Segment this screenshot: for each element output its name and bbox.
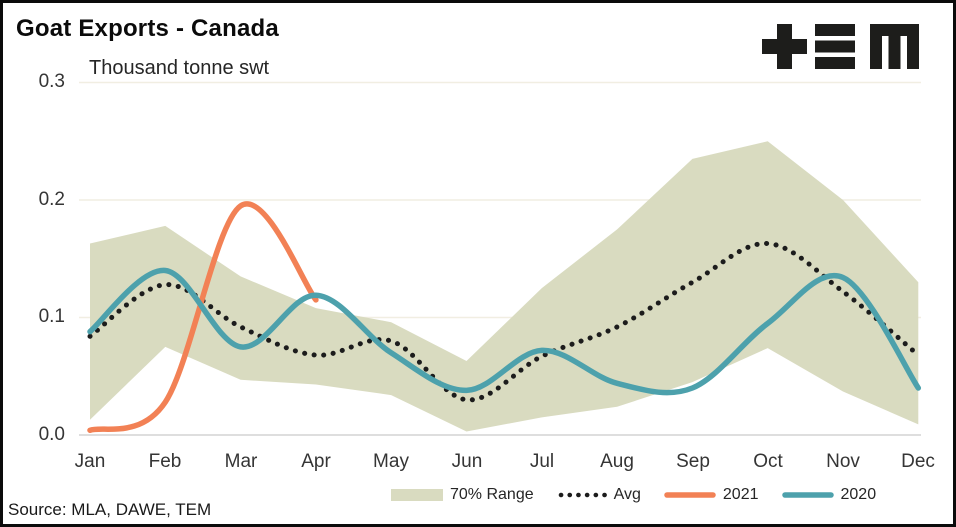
x-tick-jun: Jun xyxy=(451,451,483,472)
x-tick-dec: Dec xyxy=(901,451,935,472)
chart-legend: 70% Range Avg 2021 2020 xyxy=(391,486,876,504)
x-tick-may: May xyxy=(373,451,409,472)
y-tick-0.2: 0.2 xyxy=(38,189,65,210)
legend-label-2021: 2021 xyxy=(722,486,759,503)
x-tick-mar: Mar xyxy=(224,451,258,472)
x-tick-feb: Feb xyxy=(148,451,182,472)
legend-2020-sample xyxy=(781,492,834,498)
x-tick-jul: Jul xyxy=(529,451,555,472)
x-tick-apr: Apr xyxy=(301,451,331,472)
source-note: Source: MLA, DAWE, TEM xyxy=(8,500,212,519)
legend-label-avg: Avg xyxy=(613,486,641,503)
x-tick-sep: Sep xyxy=(676,451,710,472)
chart-canvas xyxy=(79,81,922,436)
y-tick-0.0: 0.0 xyxy=(38,424,65,445)
line-2020 xyxy=(87,267,922,396)
line-2021 xyxy=(87,201,319,434)
band-70pct-range xyxy=(90,141,919,432)
logo-equals-glyph xyxy=(815,24,855,69)
x-tick-aug: Aug xyxy=(600,451,634,472)
x-tick-nov: Nov xyxy=(826,451,860,472)
legend-band-swatch xyxy=(391,489,443,501)
y-tick-0.3: 0.3 xyxy=(38,71,65,92)
x-tick-oct: Oct xyxy=(753,451,783,472)
tem-logo-icon xyxy=(762,24,919,69)
band-swatch-rect xyxy=(391,489,443,501)
page-title: Goat Exports - Canada xyxy=(16,15,279,42)
legend-2021-sample xyxy=(664,492,716,498)
line-avg xyxy=(87,240,921,403)
legend-avg-sample xyxy=(558,492,607,498)
y-axis-units-label: Thousand tonne swt xyxy=(89,57,270,79)
y-tick-0.1: 0.1 xyxy=(38,306,65,327)
logo-plus-glyph xyxy=(762,24,807,69)
x-tick-jan: Jan xyxy=(74,451,106,472)
legend-label-2020: 2020 xyxy=(840,486,877,503)
logo-m-glyph xyxy=(870,24,919,69)
legend-label-70pct-range: 70% Range xyxy=(450,486,534,503)
